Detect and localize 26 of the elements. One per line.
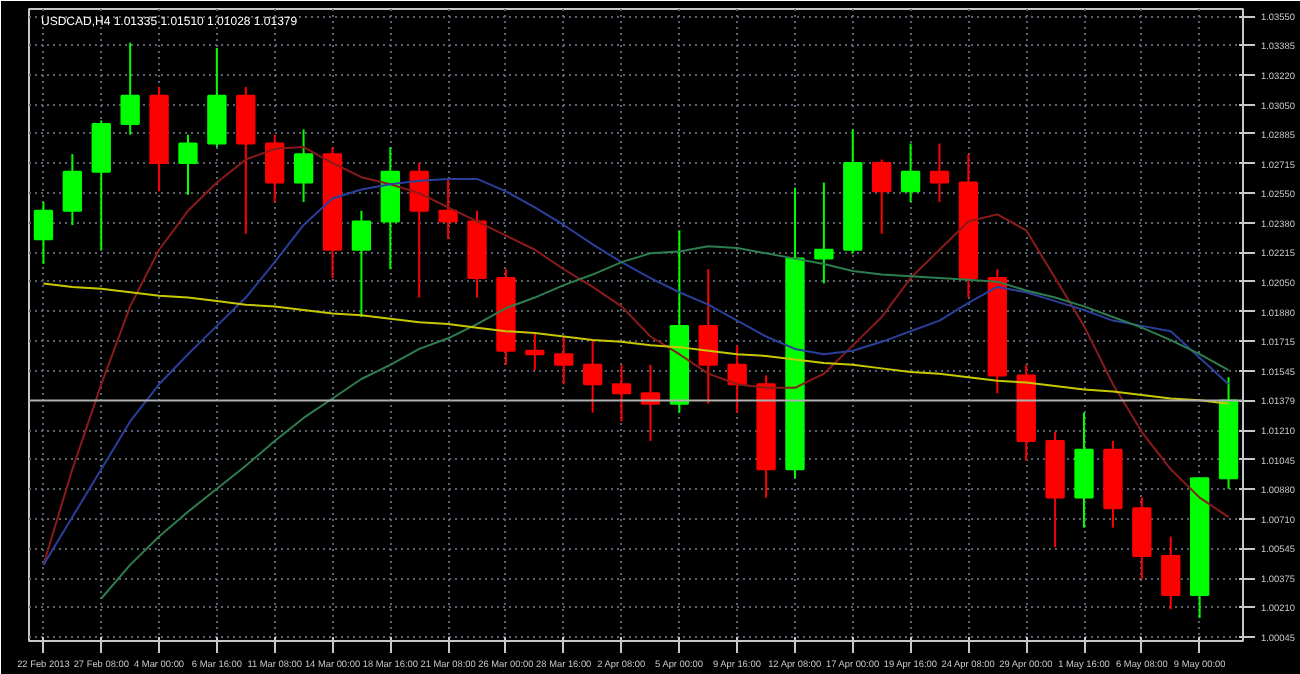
- candlestick: [178, 133, 198, 196]
- line-series: [42, 282, 1230, 405]
- candlestick: [554, 335, 574, 386]
- candlestick: [814, 181, 834, 285]
- candlestick: [872, 158, 892, 235]
- candlestick: [207, 46, 227, 149]
- candlestick: [525, 331, 545, 372]
- candlestick: [1161, 535, 1181, 611]
- candlestick: [62, 153, 83, 226]
- candlestick: [582, 339, 603, 414]
- candlestick: [438, 177, 458, 241]
- candlestick: [236, 85, 256, 235]
- candlestick: [91, 119, 111, 251]
- candlestick: [929, 142, 950, 203]
- candlestick: [698, 268, 718, 405]
- candlestick: [900, 142, 921, 203]
- candlestick: [120, 41, 140, 136]
- candlestick: [293, 128, 314, 203]
- line-series: [100, 245, 1230, 600]
- candlestick: [1074, 411, 1094, 529]
- candlestick: [727, 344, 747, 414]
- candlestick: [351, 209, 372, 319]
- candlestick: [611, 363, 632, 423]
- candlestick: [33, 200, 54, 265]
- candlestick: [1132, 496, 1152, 581]
- candlestick: [265, 133, 285, 203]
